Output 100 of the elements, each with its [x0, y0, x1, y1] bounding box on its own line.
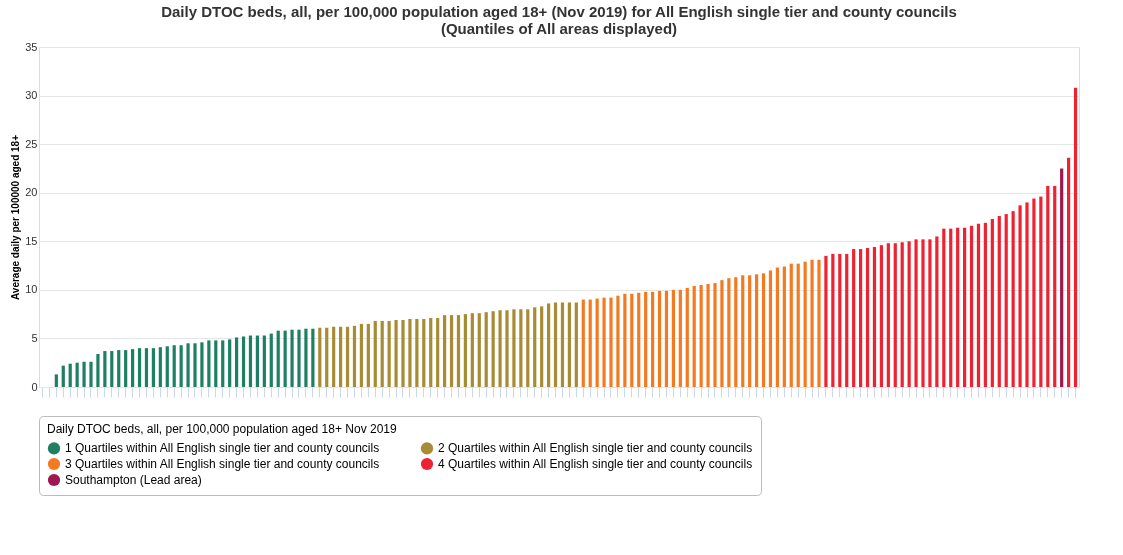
bar	[976, 223, 981, 387]
bar	[865, 248, 870, 387]
bar	[144, 348, 149, 387]
bar	[623, 293, 627, 387]
bar	[422, 319, 426, 387]
bar	[290, 329, 294, 387]
bar	[533, 307, 537, 387]
bar	[1073, 87, 1078, 387]
bar	[914, 239, 918, 387]
bar	[124, 350, 128, 387]
bar	[942, 228, 946, 387]
legend-title: Daily DTOC beds, all, per 100,000 population aged 18+ Nov 2019	[47, 422, 397, 436]
bar	[387, 320, 391, 387]
bar	[449, 315, 454, 387]
bar	[131, 349, 135, 387]
bar	[602, 297, 606, 387]
bar	[415, 319, 419, 387]
bar	[678, 289, 682, 387]
bar	[68, 363, 72, 387]
bar	[228, 339, 232, 387]
y-tick-label: 10	[25, 283, 38, 296]
bar	[318, 327, 322, 387]
bar	[193, 343, 197, 387]
bar	[775, 267, 779, 387]
bar	[761, 273, 766, 387]
bar	[685, 287, 689, 387]
bar	[983, 222, 987, 387]
bar	[997, 216, 1001, 387]
bar	[963, 227, 967, 387]
bar	[61, 365, 65, 387]
bar	[838, 253, 842, 387]
bar	[831, 253, 835, 387]
bar	[207, 340, 211, 387]
bar	[706, 284, 710, 387]
bar	[332, 326, 336, 387]
bar	[75, 362, 79, 387]
bar	[1060, 168, 1064, 387]
bar	[519, 309, 523, 387]
bar	[214, 340, 218, 387]
bar	[845, 253, 849, 387]
bar	[359, 323, 363, 387]
bar	[859, 249, 863, 387]
bar	[373, 320, 377, 387]
bar	[89, 361, 93, 387]
legend-label: 2 Quartiles within All English single tier and county councils	[438, 441, 753, 456]
bar	[276, 330, 280, 387]
bar	[949, 228, 953, 387]
bar	[560, 302, 565, 387]
bar	[810, 259, 814, 387]
bar	[928, 239, 932, 387]
y-tick-label: 15	[25, 234, 38, 247]
bar	[741, 275, 745, 387]
bar	[900, 242, 904, 387]
bar	[470, 313, 474, 387]
bar	[664, 290, 669, 387]
bar	[588, 299, 592, 387]
bar	[463, 314, 467, 387]
bar	[553, 302, 558, 387]
bar	[255, 335, 259, 387]
bar	[283, 330, 287, 387]
bar	[921, 239, 925, 387]
bar	[179, 345, 183, 387]
bar	[401, 319, 405, 387]
bar	[82, 361, 86, 387]
bar	[484, 312, 488, 387]
bar	[304, 328, 308, 387]
bar	[311, 328, 315, 387]
legend-label: Southampton (Lead area)	[65, 473, 202, 487]
bar	[339, 326, 343, 387]
bar	[221, 340, 225, 387]
bar	[1046, 185, 1050, 387]
bar	[1067, 157, 1071, 387]
bar	[540, 306, 544, 387]
bar	[172, 345, 176, 387]
bar	[526, 309, 530, 387]
bar	[491, 311, 495, 387]
y-tick-label: 30	[25, 89, 38, 102]
bar	[352, 325, 357, 387]
bar	[886, 243, 890, 387]
bar	[907, 241, 911, 387]
bar	[443, 315, 447, 387]
bar	[574, 302, 578, 387]
bar	[581, 299, 585, 387]
bar	[893, 243, 897, 387]
bar	[408, 319, 412, 387]
bar	[498, 310, 502, 387]
bar	[1025, 202, 1029, 387]
bar	[547, 303, 551, 387]
bar	[1032, 198, 1036, 387]
bar	[1011, 211, 1015, 387]
bar	[782, 266, 786, 387]
legend-label: 4 Quartiles within All English single tier and county councils	[438, 457, 753, 471]
bar	[110, 351, 114, 387]
bar	[1039, 196, 1043, 387]
bar	[748, 275, 752, 387]
bar	[297, 329, 301, 387]
bar	[755, 274, 759, 387]
bar	[512, 309, 516, 387]
y-tick-label: 5	[31, 331, 38, 344]
bar	[637, 292, 641, 387]
